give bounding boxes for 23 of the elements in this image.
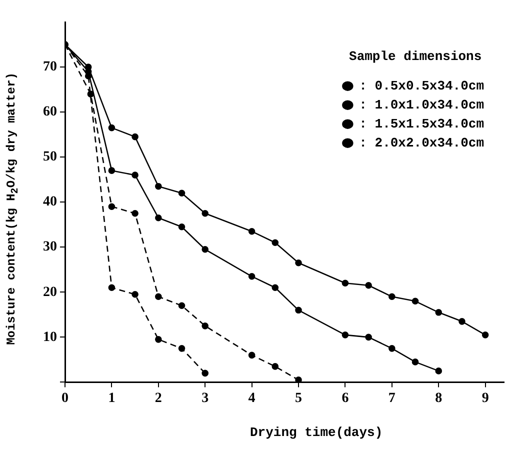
y-tick-label: 60: [43, 104, 57, 120]
x-axis-title: Drying time(days): [250, 425, 383, 440]
x-tick-label: 6: [342, 391, 349, 406]
legend-label: : 1.5x1.5x34.0cm: [359, 116, 484, 132]
x-tick-label: 4: [248, 391, 256, 406]
legend-title: Sample dimensions: [349, 48, 482, 64]
legend-label: : 1.0x1.0x34.0cm: [359, 97, 484, 112]
x-tick-label: 7: [388, 391, 396, 406]
y-tick-label: 20: [43, 284, 57, 300]
x-tick-label: 9: [482, 391, 489, 406]
x-tick-label: 1: [108, 391, 116, 406]
x-tick-label: 0: [62, 391, 68, 406]
x-tick-label: 2: [154, 391, 162, 406]
legend-label: : 2.0x2.0x34.0cm: [359, 135, 484, 150]
y-tick-label: 30: [43, 240, 57, 255]
x-tick-label: 3: [202, 391, 209, 406]
x-tick-label: 8: [435, 391, 442, 406]
y-tick-label: 40: [43, 194, 57, 210]
y-tick-label: 10: [43, 330, 57, 345]
y-tick-label: 50: [43, 150, 57, 165]
legend-label: : 0.5x0.5x34.0cm: [359, 78, 484, 94]
x-tick-label: 5: [295, 391, 302, 406]
y-tick-label: 70: [43, 60, 57, 75]
